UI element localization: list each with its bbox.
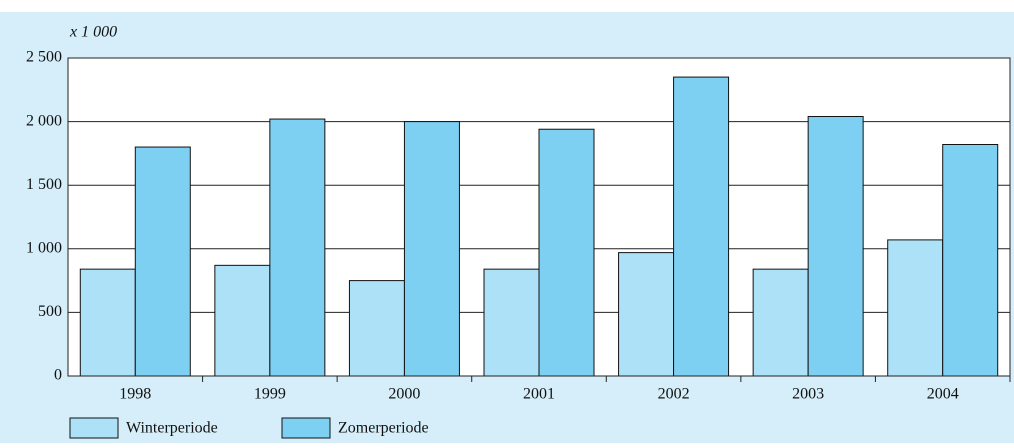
y-tick-label: 1 000 <box>26 239 62 256</box>
bar <box>79 268 136 377</box>
legend-swatch <box>69 417 119 439</box>
bar <box>942 143 999 377</box>
y-tick-label: 2 500 <box>26 49 62 66</box>
x-tick-label: 2002 <box>658 386 690 403</box>
bar <box>348 280 405 377</box>
y-tick-label: 500 <box>38 303 62 320</box>
legend-swatch <box>281 417 331 439</box>
legend-label: Zomerperiode <box>338 420 429 437</box>
bar <box>807 116 864 377</box>
y-tick-label: 1 500 <box>26 176 62 193</box>
bar <box>752 268 809 377</box>
x-tick-label: 1998 <box>119 386 151 403</box>
legend-label: Winterperiode <box>126 420 218 437</box>
x-tick-label: 2001 <box>523 386 555 403</box>
bar <box>538 128 595 377</box>
x-tick-label: 2004 <box>927 386 959 403</box>
x-tick-label: 1999 <box>254 386 286 403</box>
bar <box>618 252 675 377</box>
bar <box>483 268 540 377</box>
bar <box>269 118 326 377</box>
y-tick-label: 2 000 <box>26 112 62 129</box>
plot-border <box>67 57 1011 377</box>
bar <box>134 146 191 377</box>
bar <box>673 76 730 377</box>
bar <box>887 239 944 377</box>
y-tick-label: 0 <box>54 367 62 384</box>
bar <box>403 121 460 377</box>
x-tick-label: 2000 <box>388 386 420 403</box>
x-tick-label: 2003 <box>792 386 824 403</box>
bar <box>214 264 271 377</box>
unit-label: x 1 000 <box>69 24 117 41</box>
